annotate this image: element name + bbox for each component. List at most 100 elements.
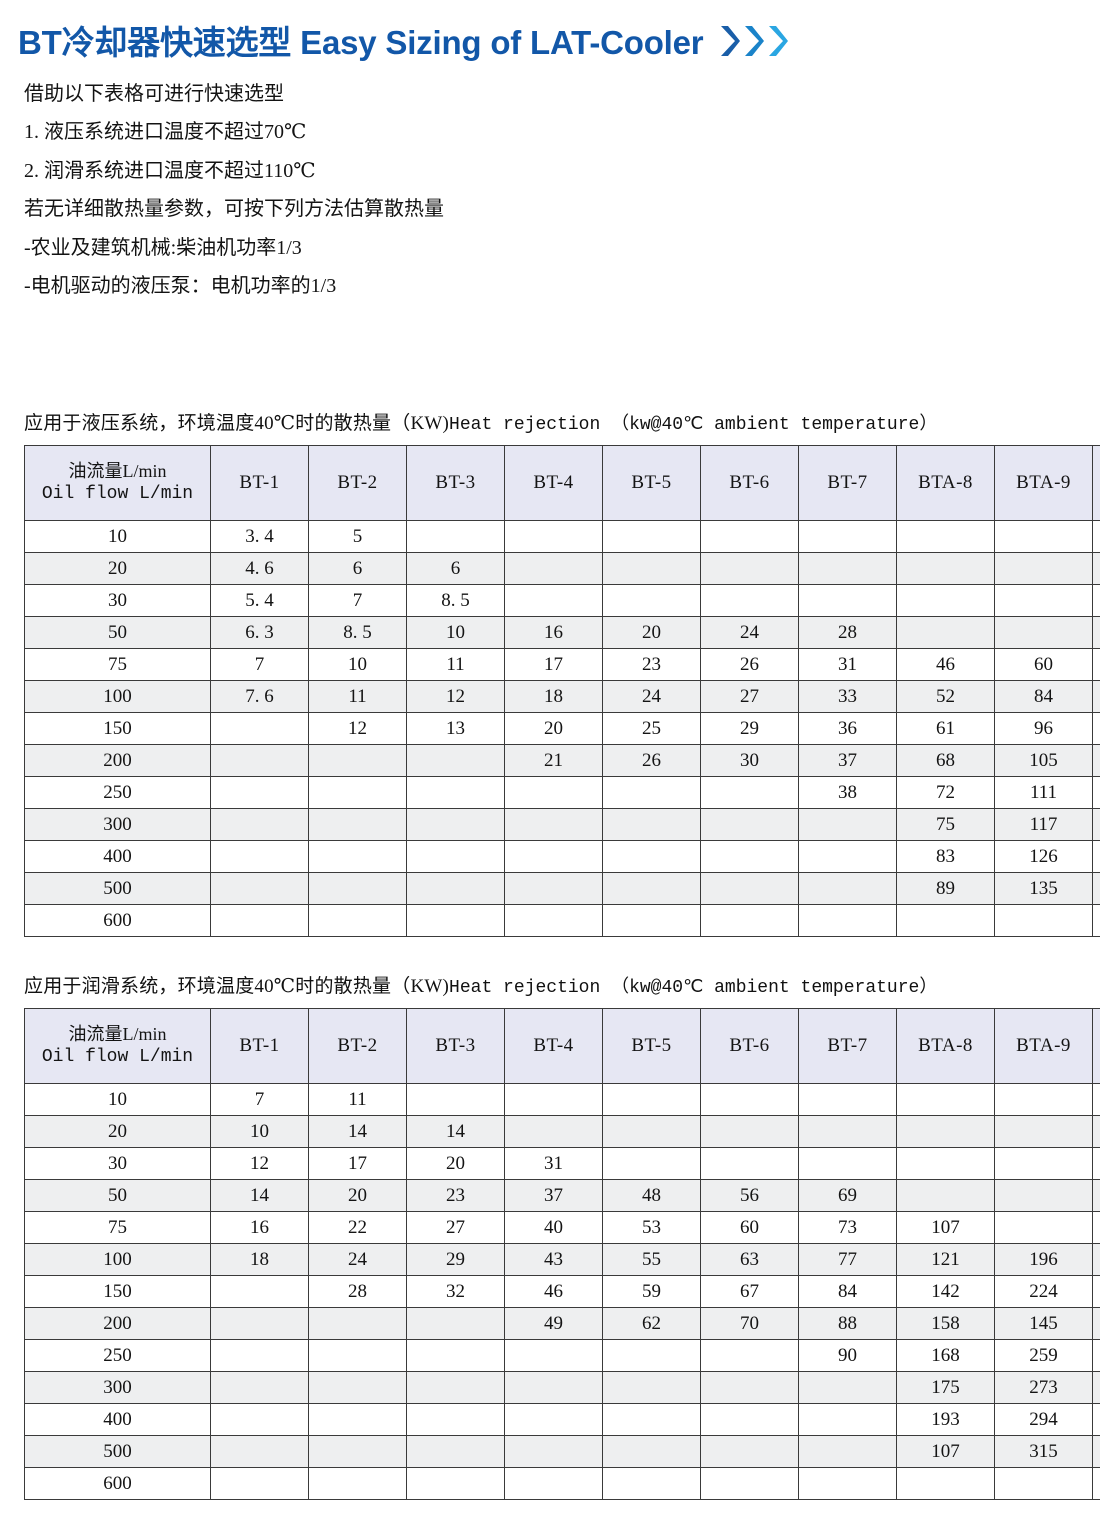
cell-bt-6 <box>700 1147 799 1181</box>
cell-bt-5 <box>602 776 701 810</box>
cell-bt-7 <box>798 840 897 874</box>
cell-oil-flow: 200 <box>24 744 211 778</box>
cell-bt-1: 5. 4 <box>210 584 309 618</box>
cell-oil-flow: 600 <box>24 1467 211 1501</box>
cell-bt-2 <box>308 1403 407 1437</box>
cell-bt-7: 90 <box>798 1339 897 1373</box>
cell-bt-6: 24 <box>700 616 799 650</box>
cell-bta-8: 52 <box>896 680 995 714</box>
table-row: 100 7. 6 11 12 18 24 27 33 52 84 <box>24 680 1100 714</box>
cell-bta-8: 72 <box>896 776 995 810</box>
cell-bt-6 <box>700 1083 799 1117</box>
cell-bt-1: 12 <box>210 1147 309 1181</box>
cell-bta-10 <box>1092 1115 1100 1149</box>
cell-bta-8 <box>896 1083 995 1117</box>
cell-bt-3 <box>406 808 505 842</box>
cell-bt-4 <box>504 1115 603 1149</box>
cell-oil-flow: 30 <box>24 584 211 618</box>
cell-bta-8: 168 <box>896 1339 995 1373</box>
cell-bta-8 <box>896 904 995 938</box>
cell-bt-3: 29 <box>406 1243 505 1277</box>
table-row: 250 3872111159 <box>24 776 1100 810</box>
cell-bt-1 <box>210 1275 309 1309</box>
cell-oil-flow: 30 <box>24 1147 211 1181</box>
cell-bt-2 <box>308 1339 407 1373</box>
cell-bt-3: 20 <box>406 1147 505 1181</box>
cell-bt-1 <box>210 904 309 938</box>
table-row: 150 283246596784142224301 <box>24 1275 1100 1309</box>
cell-bt-7 <box>798 904 897 938</box>
cell-bt-3: 11 <box>406 648 505 682</box>
cell-bt-4 <box>504 1467 603 1501</box>
cell-bt-6 <box>700 1435 799 1469</box>
cell-bt-5 <box>602 584 701 618</box>
cell-bt-6 <box>700 520 799 554</box>
cell-bta-8: 83 <box>896 840 995 874</box>
cell-bt-3 <box>406 904 505 938</box>
column-header-bta-9: BTA-9 <box>994 445 1093 522</box>
cell-oil-flow: 250 <box>24 1339 211 1373</box>
column-header-bt-3: BT-3 <box>406 445 505 522</box>
cell-bt-3 <box>406 840 505 874</box>
cell-bta-10: 159 <box>1092 776 1100 810</box>
cell-bt-6 <box>700 1371 799 1405</box>
cell-bt-1: 14 <box>210 1179 309 1213</box>
section-caption-en: Heat rejection （kw@40℃ ambient temperatu… <box>449 415 938 436</box>
cell-bt-2 <box>308 744 407 778</box>
cell-oil-flow: 100 <box>24 1243 211 1277</box>
cell-bt-4 <box>504 1083 603 1117</box>
cell-bt-1 <box>210 840 309 874</box>
cell-bt-4 <box>504 1339 603 1373</box>
cell-bt-6: 29 <box>700 712 799 746</box>
cell-bta-9: 315 <box>994 1435 1093 1469</box>
cell-bta-9: 224 <box>994 1275 1093 1309</box>
intro-text-block: 借助以下表格可进行快速选型 1. 液压系统进口温度不超过70℃ 2. 润滑系统进… <box>24 80 1088 300</box>
cell-oil-flow: 600 <box>24 904 211 938</box>
column-header-bt-1: BT-1 <box>210 445 309 522</box>
column-header-bt-6: BT-6 <box>700 445 799 522</box>
intro-line: 2. 润滑系统进口温度不超过110℃ <box>24 159 316 182</box>
oil-flow-label-en: Oil flow L/min <box>41 1047 194 1068</box>
table-row: 75 16 22 27 40 53 60 73 107 <box>24 1211 1100 1245</box>
cell-oil-flow: 400 <box>24 1403 211 1437</box>
cell-bt-5 <box>602 904 701 938</box>
cell-bt-6 <box>700 552 799 586</box>
cell-bt-6 <box>700 1115 799 1149</box>
column-header-bt-4: BT-4 <box>504 445 603 522</box>
cell-bt-2: 11 <box>308 1083 407 1117</box>
cell-bt-1 <box>210 1467 309 1501</box>
cell-bta-9 <box>994 1467 1093 1501</box>
table-header-row: 油流量L/min Oil flow L/min BT-1 BT-2 BT-3 B… <box>24 1008 1100 1085</box>
table-row: 600 490 <box>24 1467 1100 1501</box>
cell-bt-3: 13 <box>406 712 505 746</box>
cell-bt-5: 59 <box>602 1275 701 1309</box>
cell-oil-flow: 100 <box>24 680 211 714</box>
cell-bta-9: 126 <box>994 840 1093 874</box>
cell-bt-2: 7 <box>308 584 407 618</box>
cell-oil-flow: 200 <box>24 1307 211 1341</box>
cell-bt-3 <box>406 776 505 810</box>
cell-bta-9 <box>994 1083 1093 1117</box>
cell-bt-3 <box>406 1371 505 1405</box>
cell-oil-flow: 50 <box>24 616 211 650</box>
cell-bt-2: 28 <box>308 1275 407 1309</box>
cell-bt-1 <box>210 744 309 778</box>
cell-bt-3: 14 <box>406 1115 505 1149</box>
cell-bta-10 <box>1092 648 1100 682</box>
cell-bt-7: 77 <box>798 1243 897 1277</box>
intro-line: 借助以下表格可进行快速选型 <box>24 83 284 105</box>
cell-bt-4: 46 <box>504 1275 603 1309</box>
cell-bt-5: 62 <box>602 1307 701 1341</box>
cell-bt-1 <box>210 1371 309 1405</box>
table-row: 75 7 10 11 17 23 26 31 46 60 <box>24 648 1100 682</box>
cell-bt-3: 32 <box>406 1275 505 1309</box>
cell-bta-10: 200 <box>1092 872 1100 906</box>
cell-bt-3: 10 <box>406 616 505 650</box>
section-caption-en: Heat rejection （kw@40℃ ambient temperatu… <box>449 978 938 999</box>
cell-bt-5: 24 <box>602 680 701 714</box>
column-header-bt-2: BT-2 <box>308 445 407 522</box>
section-lubrication: 应用于润滑系统，环境温度40℃时的散热量（KW)Heat rejection （… <box>12 971 1100 1501</box>
table-row: 150 1213202529366196131 <box>24 712 1100 746</box>
